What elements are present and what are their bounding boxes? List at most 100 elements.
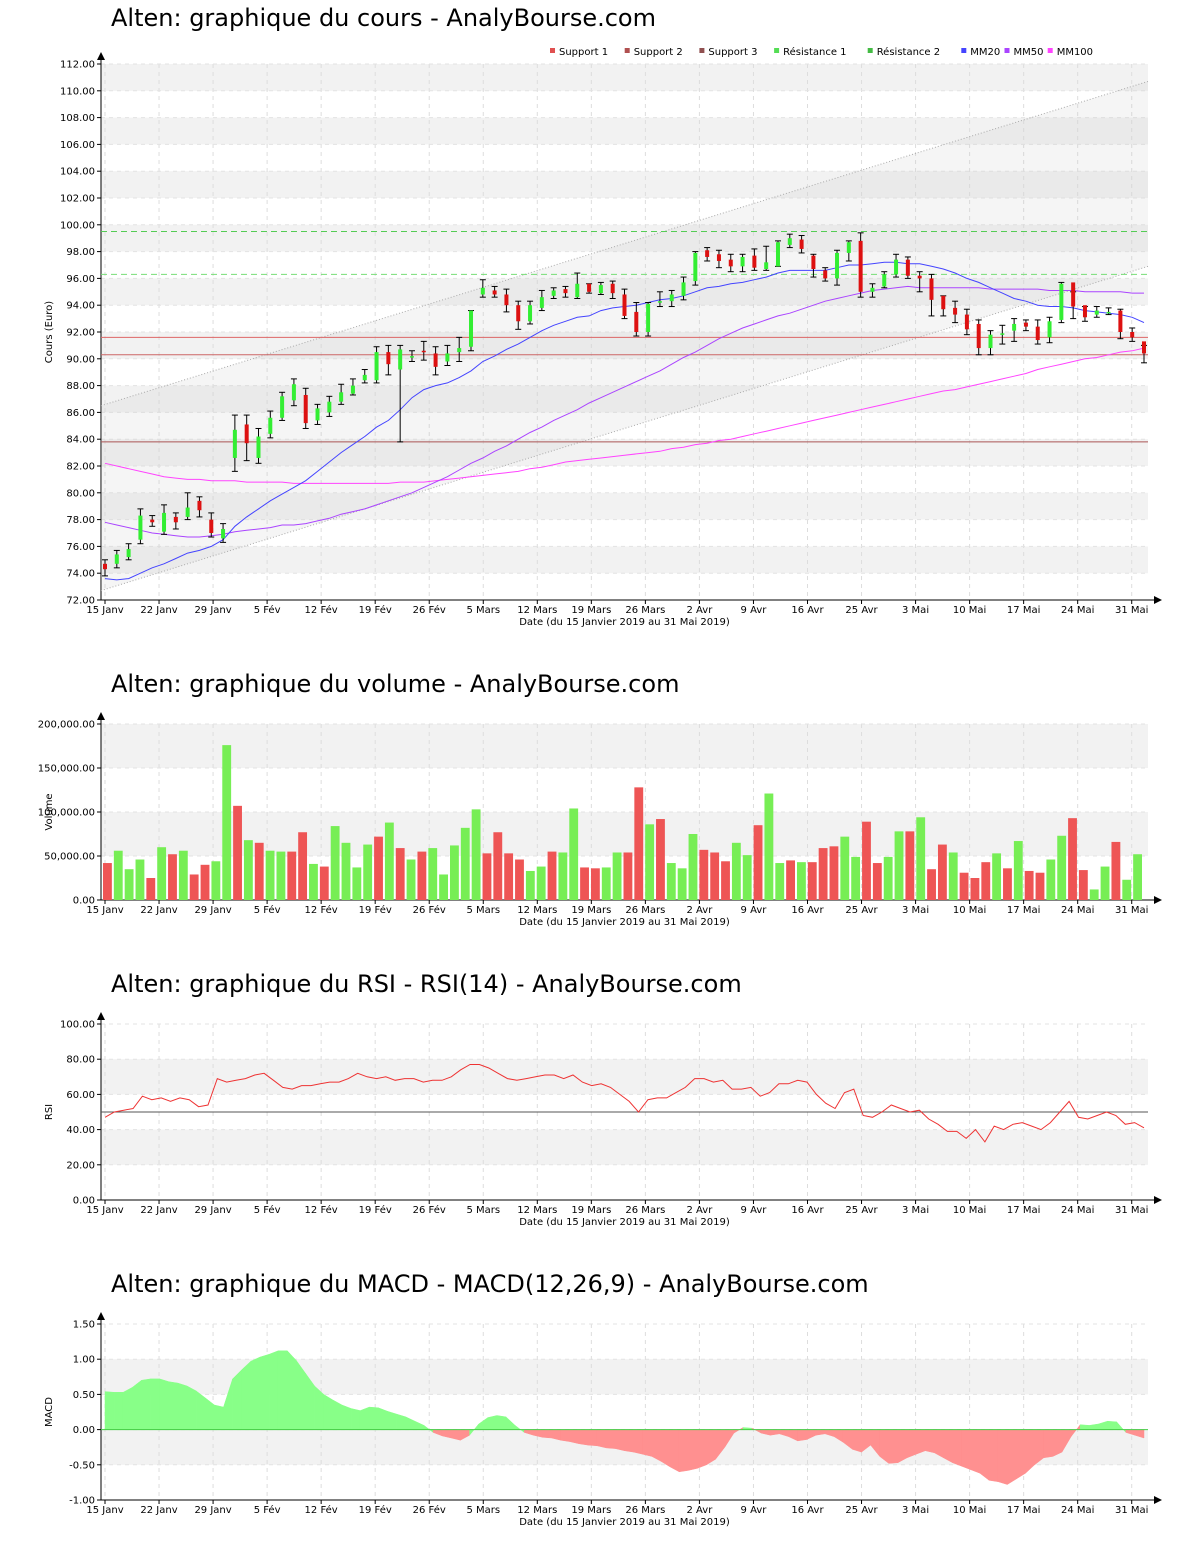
volume-bar <box>1111 841 1121 900</box>
rsi-chart: 0.00 20.00 40.00 60.00 80.00 100.00 15 Janv 22 … <box>44 1012 1162 1228</box>
x-tick-label: 3 Mai <box>902 1505 929 1516</box>
y-axis-label: RSI <box>44 1104 55 1120</box>
candle-body <box>1071 282 1076 307</box>
y-tick-label: 0.00 <box>73 1425 95 1436</box>
y-tick-label: 0.00 <box>73 1196 95 1207</box>
volume-bar <box>287 851 297 900</box>
volume-bar <box>1133 854 1142 900</box>
candle-body <box>433 353 438 367</box>
candle-body <box>894 259 899 275</box>
grid-band <box>101 385 1148 413</box>
candle-body <box>1106 311 1111 314</box>
y-tick-label: 20.00 <box>66 1160 95 1171</box>
candle-body <box>409 356 414 358</box>
y-axis-arrow <box>97 1312 105 1320</box>
volume-bar <box>1068 818 1077 900</box>
macd-area-segment <box>113 1392 124 1430</box>
macd-area-segment <box>697 1429 707 1469</box>
y-tick-label: 76.00 <box>66 542 95 553</box>
candle-body <box>622 294 627 316</box>
rsi-chart-title: Alten: graphique du RSI - RSI(14) - Anal… <box>111 970 742 998</box>
y-tick-label: 60.00 <box>66 1090 95 1101</box>
y-tick-label: 90.00 <box>66 354 95 365</box>
y-tick-label: 80.00 <box>66 1055 95 1066</box>
volume-bar <box>113 850 123 900</box>
y-tick-label: 104.00 <box>60 167 95 178</box>
macd-area-segment <box>341 1404 352 1430</box>
volume-bar <box>797 862 806 900</box>
candle-body <box>209 519 214 533</box>
volume-bar <box>1046 859 1056 900</box>
legend-label: Support 3 <box>708 47 757 58</box>
candle-body <box>587 283 592 292</box>
candle-body <box>823 270 828 279</box>
x-tick-label: 26 Mars <box>625 605 665 616</box>
volume-bar <box>1078 870 1088 900</box>
candle-body <box>646 303 651 332</box>
legend-swatch <box>624 48 630 53</box>
candle-body <box>716 254 721 261</box>
x-tick-label: 31 Mai <box>1115 1505 1148 1516</box>
x-tick-label: 26 Fév <box>413 1504 446 1516</box>
volume-bar <box>1003 868 1012 900</box>
x-tick-label: 12 Mars <box>517 1205 557 1216</box>
legend-label: Résistance 1 <box>783 46 846 58</box>
volume-bar <box>590 868 600 900</box>
candle-body <box>421 350 426 353</box>
macd-area-segment <box>988 1429 999 1482</box>
y-tick-label: 86.00 <box>66 408 95 419</box>
x-tick-label: 15 Janv <box>86 1205 123 1216</box>
volume-bar <box>742 855 752 900</box>
volume-bar <box>558 852 568 900</box>
candle-body <box>752 255 757 268</box>
x-tick-label: 19 Mars <box>571 1205 611 1216</box>
y-tick-label: 82.00 <box>66 462 95 473</box>
candle-body <box>681 282 686 296</box>
macd-area-segment <box>888 1429 899 1464</box>
y-tick-label: 150,000.00 <box>38 764 95 775</box>
grid-band <box>101 439 1148 466</box>
volume-bar <box>721 861 730 900</box>
x-tick-label: 10 Mai <box>953 1205 986 1216</box>
y-tick-label: 1.00 <box>73 1355 95 1366</box>
x-tick-label: 22 Janv <box>140 605 177 616</box>
volume-bar <box>883 856 893 900</box>
candle-body <box>244 424 249 444</box>
candle-body <box>291 384 296 401</box>
candle-body <box>846 242 851 253</box>
macd-area-segment <box>934 1429 944 1459</box>
macd-area-segment <box>1016 1429 1026 1480</box>
x-tick-label: 10 Mai <box>953 605 986 616</box>
volume-bar <box>233 805 242 900</box>
candle-body <box>551 290 556 296</box>
volume-bar <box>309 863 318 900</box>
y-tick-label: 80.00 <box>66 488 95 499</box>
channel-fill <box>101 81 1148 591</box>
y-tick-label: 78.00 <box>66 515 95 526</box>
volume-bar <box>146 878 156 900</box>
y-axis-label: Cours (Euro) <box>44 301 55 364</box>
mm100-line <box>104 347 1145 484</box>
volume-bar <box>1013 841 1023 900</box>
macd-area-segment <box>578 1429 589 1446</box>
macd-area-segment <box>797 1429 808 1442</box>
volume-bar <box>460 827 470 900</box>
y-tick-label: 112.00 <box>60 60 95 71</box>
candle-body <box>114 554 119 564</box>
volume-bar <box>189 874 199 900</box>
grid-band <box>101 1059 1148 1095</box>
candle-body <box>185 507 190 517</box>
volume-bar <box>818 848 828 900</box>
y-tick-label: 72.00 <box>66 596 95 607</box>
macd-panel: Alten: graphique du MACD - MACD(12,26,9)… <box>0 1266 1200 1550</box>
macd-area-segment <box>1098 1420 1108 1430</box>
candle-body <box>162 512 167 532</box>
volume-bar <box>406 859 416 900</box>
macd-area-segment <box>232 1369 242 1430</box>
candle-body <box>398 349 403 370</box>
x-tick-label: 2 Avr <box>687 905 714 916</box>
macd-area-segment <box>332 1399 343 1430</box>
candle-body <box>362 374 367 381</box>
candle-body <box>126 549 131 558</box>
volume-bar <box>1057 835 1067 900</box>
